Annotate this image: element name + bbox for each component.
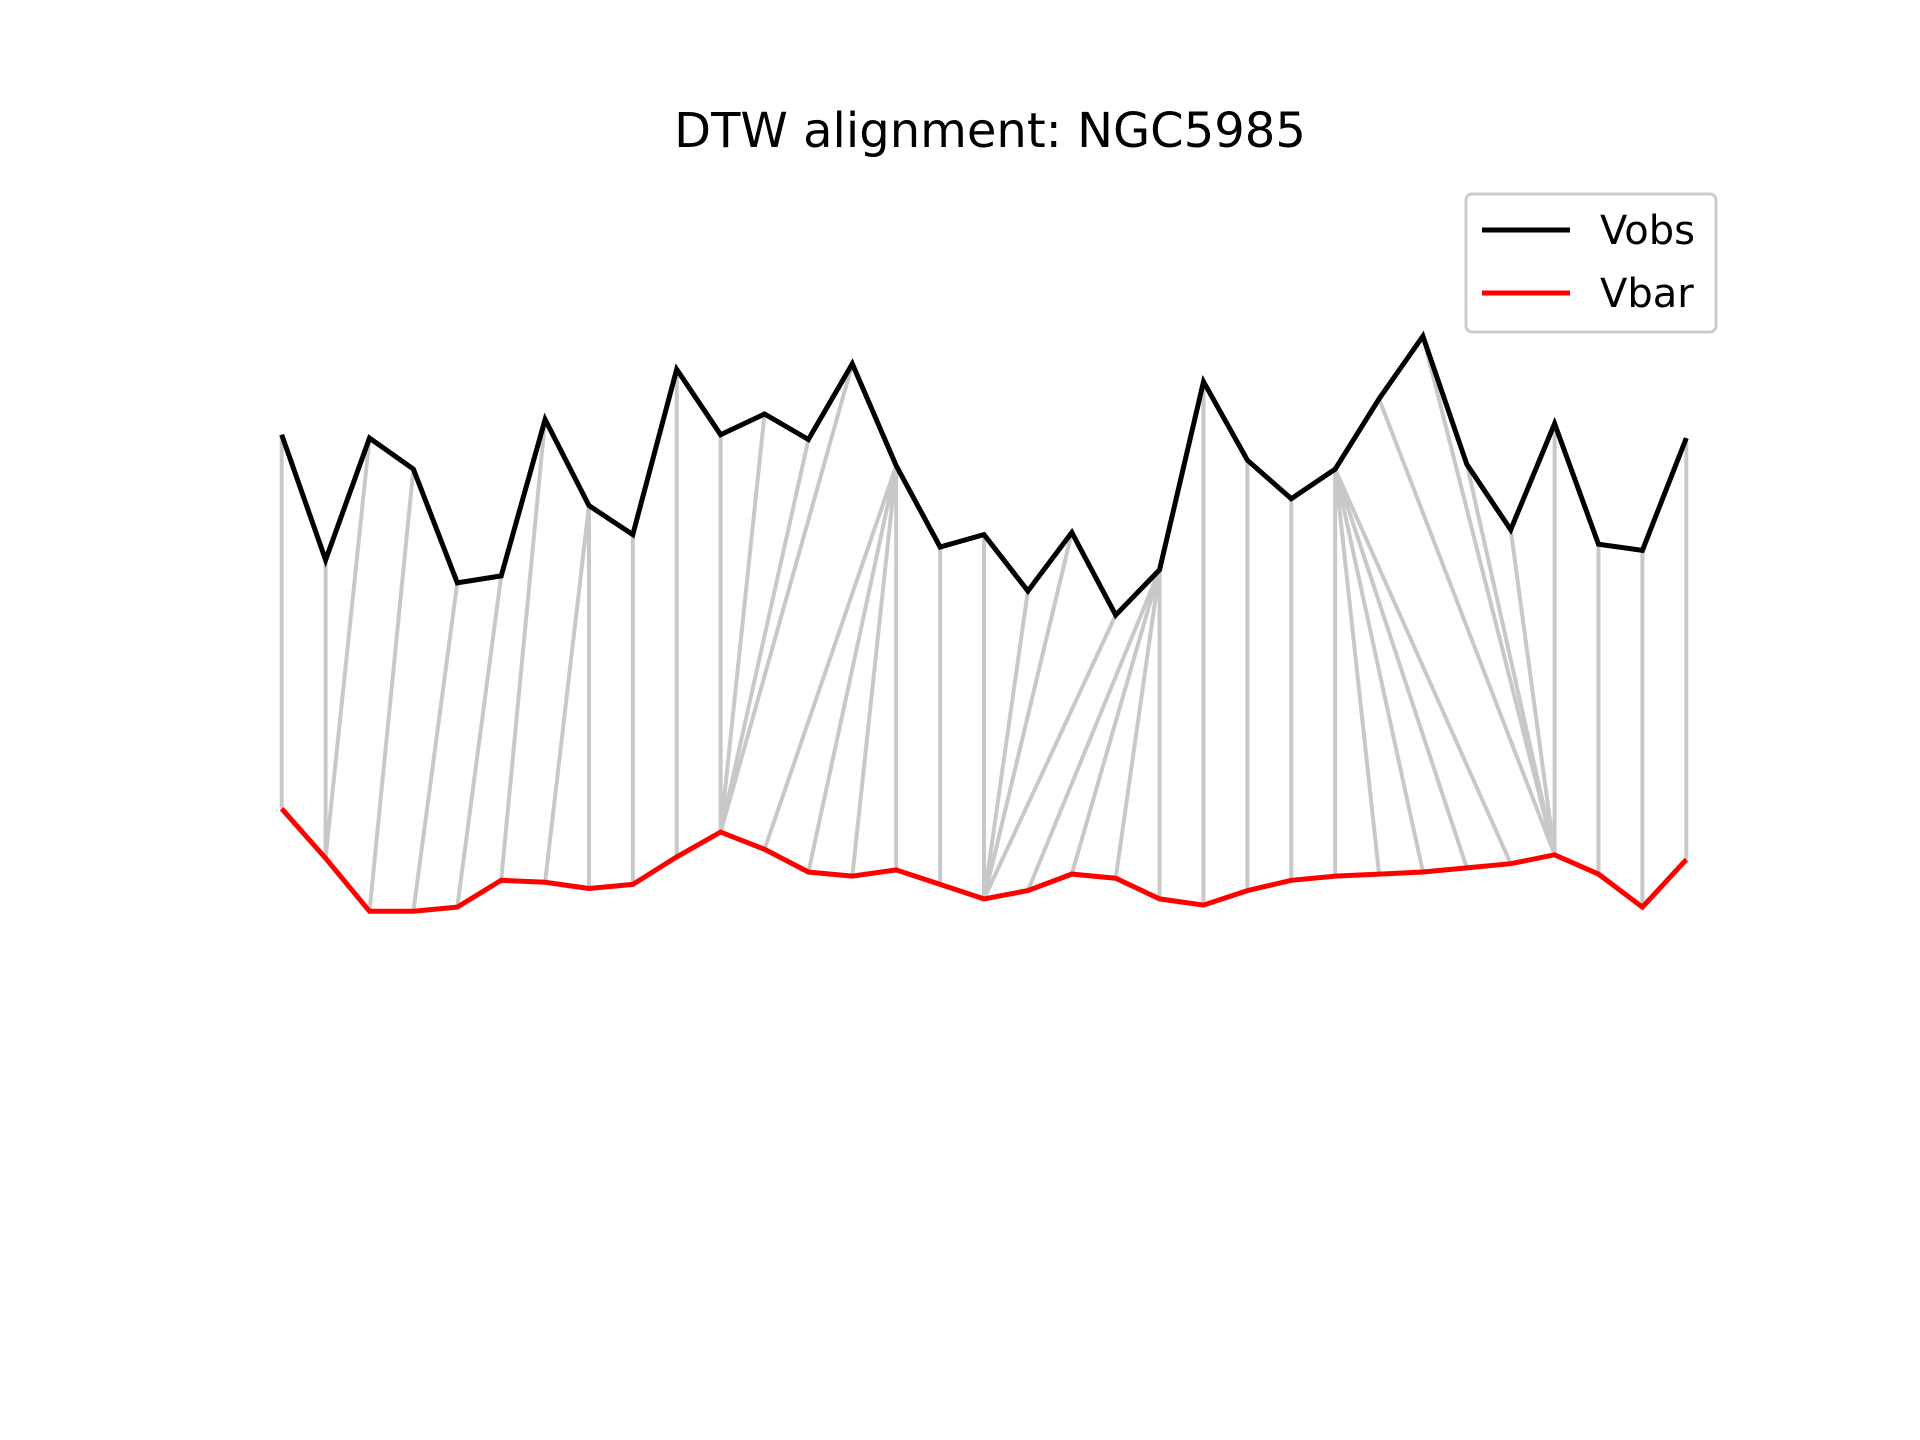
alignment-line [718, 413, 767, 833]
legend-label-vobs: Vobs [1600, 208, 1695, 254]
alignment-line [499, 419, 548, 881]
alignment-line [1026, 568, 1162, 892]
legend-label-vbar: Vbar [1600, 271, 1694, 317]
alignment-lines [279, 335, 1689, 912]
series-line-vbar [279, 807, 1689, 914]
alignment-line [1333, 468, 1425, 873]
alignment-line [1333, 468, 1513, 865]
alignment-line [1333, 468, 1469, 869]
alignment-line [982, 590, 1030, 900]
alignment-line [543, 505, 591, 883]
alignment-line [806, 465, 899, 873]
alignment-line [762, 465, 899, 850]
alignment-line [1069, 569, 1162, 875]
alignment-line [367, 468, 416, 912]
alignment-line [455, 575, 504, 908]
alignment-line [1377, 398, 1557, 856]
alignment-line [1420, 335, 1557, 856]
alignment-line [718, 363, 855, 833]
alignment-line [718, 439, 811, 833]
alignment-line [323, 437, 372, 859]
legend: Vobs Vbar [1464, 192, 1718, 334]
alignment-line [1113, 569, 1162, 879]
alignment-line [411, 582, 460, 912]
chart-title: DTW alignment: NGC5985 [674, 103, 1306, 159]
alignment-line [982, 614, 1118, 900]
series-line-vobs [279, 330, 1689, 620]
alignment-line [1508, 529, 1557, 856]
series-lines [279, 330, 1689, 914]
alignment-line [1333, 468, 1382, 875]
alignment-line [982, 532, 1074, 900]
alignment-line [1464, 463, 1557, 856]
alignment-line [850, 465, 899, 877]
